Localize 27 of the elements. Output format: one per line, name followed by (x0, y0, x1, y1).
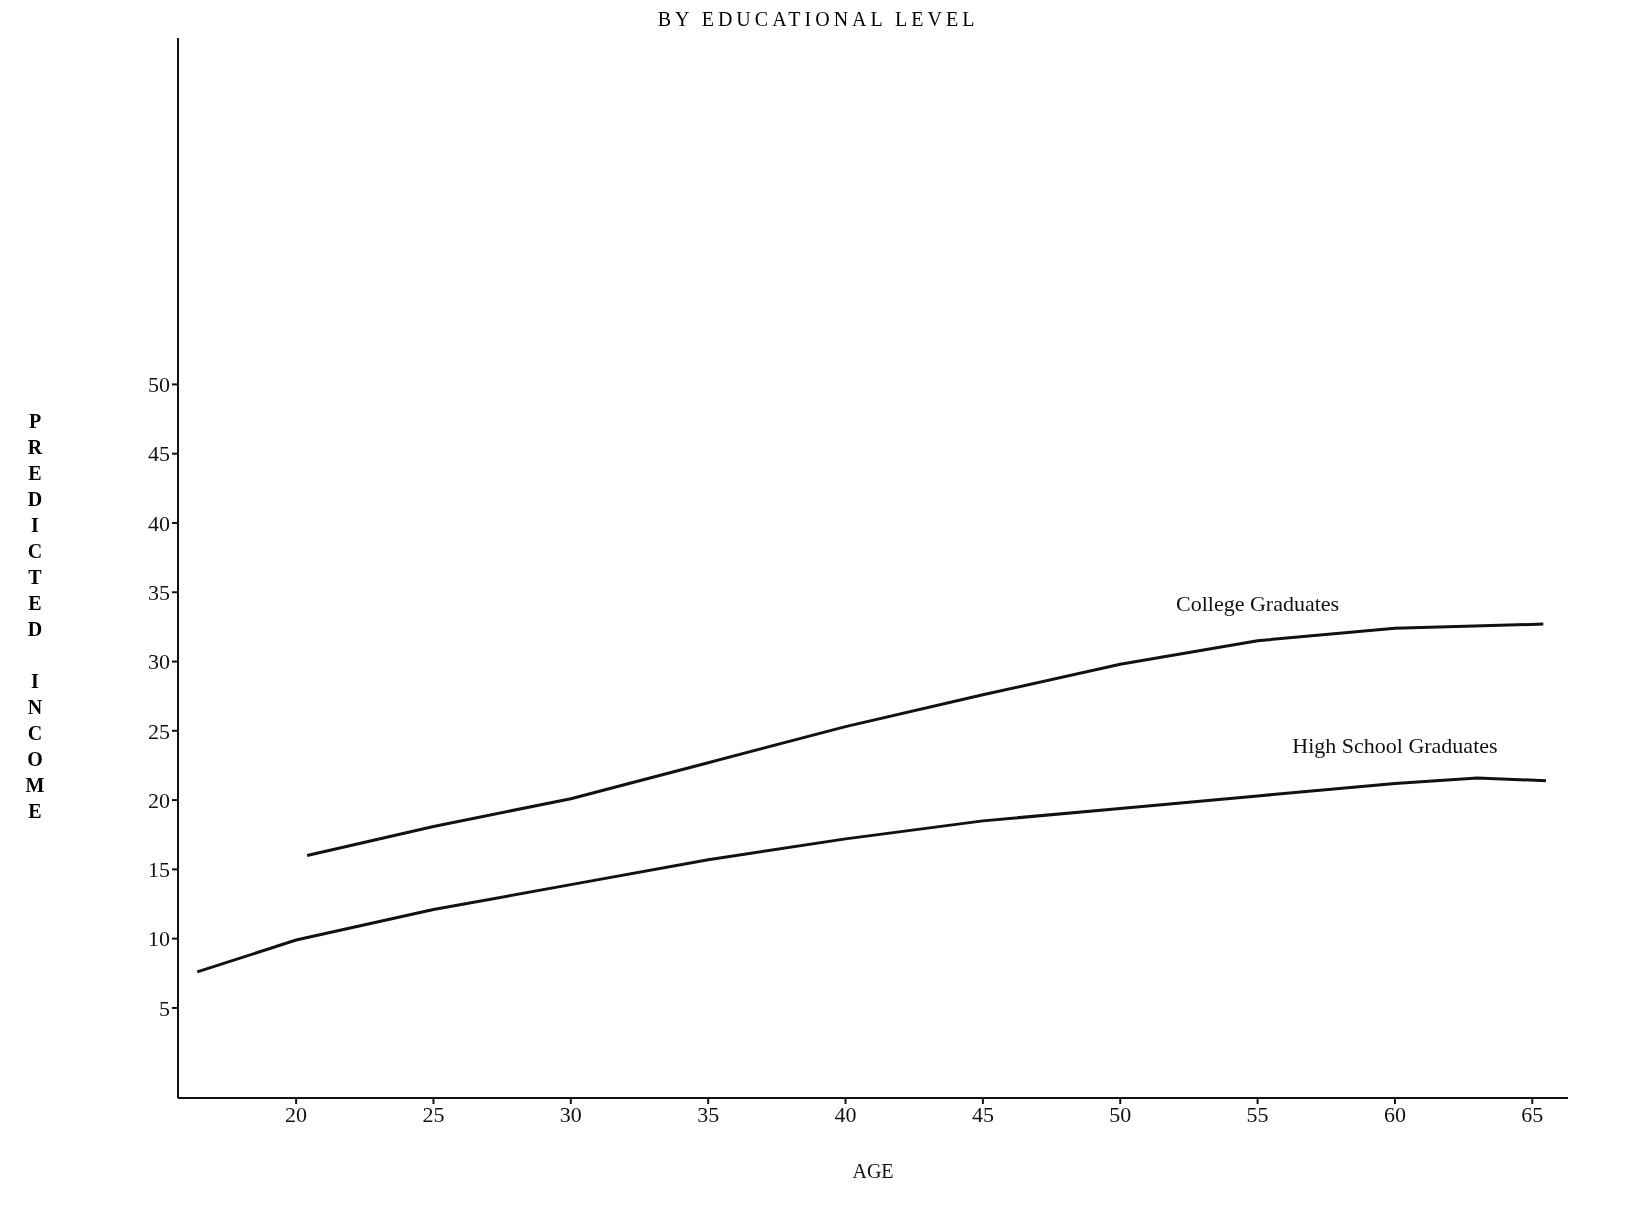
chart-title: BY EDUCATIONAL LEVEL (656, 8, 980, 31)
x-axis-title: AGE (852, 1160, 894, 1182)
y-tick-label: 20 (148, 787, 170, 813)
x-tick-label: 20 (285, 1101, 308, 1127)
y-tick-label: 30 (148, 649, 170, 675)
x-tick-label: 50 (1109, 1101, 1132, 1127)
y-tick-label: 15 (148, 857, 170, 883)
x-tick-label: 35 (697, 1101, 720, 1127)
text: PREDICTED INCOME (25, 410, 45, 822)
x-tick-label: 55 (1246, 1101, 1269, 1127)
line-series (305, 622, 1545, 858)
x-tick-label: 40 (834, 1101, 857, 1127)
y-tick-label: 50 (148, 372, 170, 398)
x-tick-label: 30 (559, 1101, 582, 1127)
line-series (195, 776, 1548, 974)
y-tick-label: 45 (148, 441, 170, 467)
series-label: College Graduates (1176, 590, 1340, 616)
y-tick-label: 10 (148, 926, 170, 952)
y-tick-label: 35 (148, 580, 170, 606)
x-tick-label: 45 (971, 1101, 994, 1127)
x-tick-label: 65 (1521, 1101, 1544, 1127)
x-tick-label: 60 (1383, 1101, 1406, 1127)
x-tick-label: 25 (422, 1101, 445, 1127)
y-tick-label: 5 (159, 995, 170, 1021)
series-label: High School Graduates (1292, 733, 1498, 759)
y-tick-label: 40 (148, 510, 170, 536)
y-tick-label: 25 (148, 718, 170, 744)
